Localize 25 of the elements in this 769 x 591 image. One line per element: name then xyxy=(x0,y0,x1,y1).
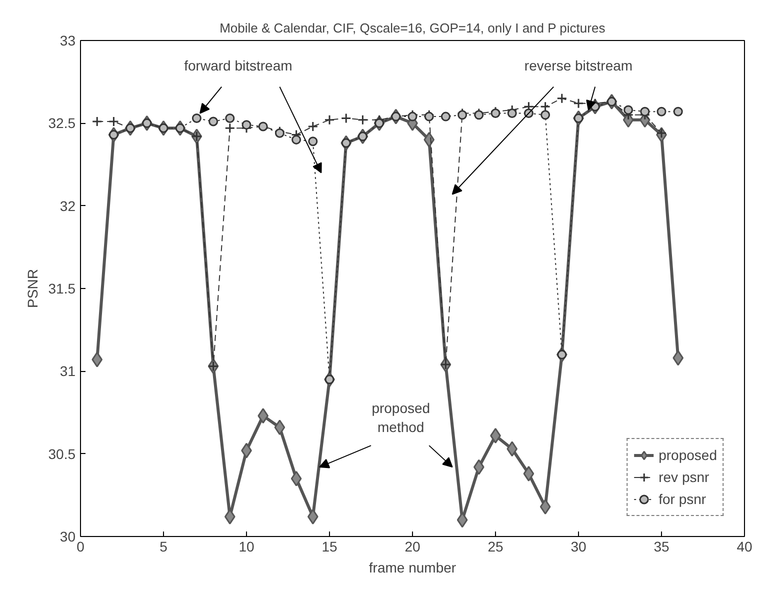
x-tick-label: 5 xyxy=(160,538,168,554)
x-tick-label: 0 xyxy=(76,538,85,554)
x-axis-title: frame number xyxy=(368,560,456,576)
y-tick-label: 30 xyxy=(60,528,76,544)
y-tick-label: 33 xyxy=(60,32,76,48)
annotation: reverse bitstream xyxy=(524,57,633,74)
y-tick-label: 30.5 xyxy=(48,446,76,462)
x-tick-label: 15 xyxy=(322,538,338,554)
legend-label: for psnr xyxy=(658,491,706,507)
y-tick-label: 32.5 xyxy=(48,115,76,132)
x-tick-label: 40 xyxy=(736,538,752,554)
y-tick-label: 32 xyxy=(60,198,76,214)
x-tick-label: 30 xyxy=(570,538,586,554)
y-tick-label: 31.5 xyxy=(48,280,76,296)
x-tick-label: 25 xyxy=(488,538,504,554)
annotation: proposed method xyxy=(372,400,430,436)
legend-label: proposed xyxy=(658,447,717,463)
x-tick-label: 10 xyxy=(238,538,254,554)
y-axis-title: PSNR xyxy=(24,269,40,308)
x-tick-label: 20 xyxy=(404,538,420,554)
legend-label: rev psnr xyxy=(658,469,710,485)
annotation: forward bitstream xyxy=(184,57,292,74)
y-tick-label: 31 xyxy=(60,363,76,380)
x-tick-label: 35 xyxy=(654,538,670,554)
chart-title: Mobile & Calendar, CIF, Qscale=16, GOP=14, only I and P pictures xyxy=(220,20,606,36)
